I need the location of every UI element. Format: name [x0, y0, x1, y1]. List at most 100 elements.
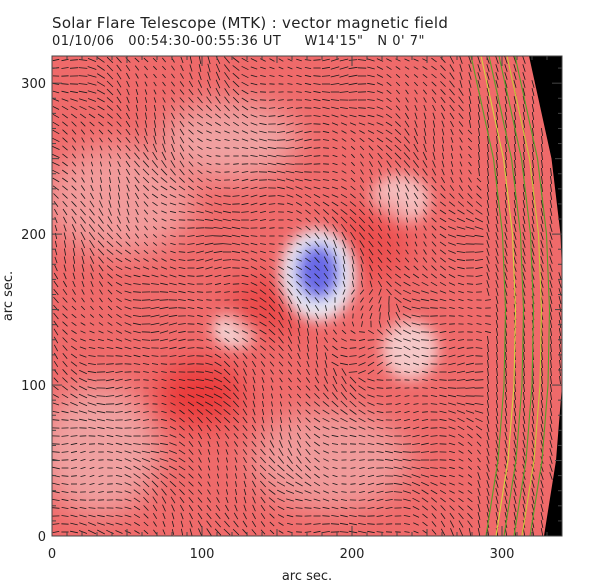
field-vector: [351, 264, 355, 272]
field-vector: [125, 120, 131, 128]
field-vector: [523, 151, 525, 161]
field-vector: [449, 80, 455, 88]
field-vector: [422, 168, 428, 176]
field-vector: [448, 450, 456, 454]
field-vector: [287, 74, 293, 78]
field-vector: [71, 475, 77, 477]
field-vector: [367, 329, 375, 335]
field-vector: [296, 258, 302, 262]
field-vector: [487, 391, 489, 401]
field-vector: [214, 266, 222, 270]
field-vector: [80, 224, 86, 232]
field-vector: [331, 122, 339, 126]
field-vector: [169, 266, 177, 270]
field-vector: [133, 473, 141, 479]
field-vector: [431, 521, 437, 527]
field-vector: [514, 143, 516, 153]
limb-contour-line: [514, 56, 551, 536]
field-vector: [467, 185, 473, 191]
field-vector: [124, 249, 132, 255]
field-vector: [189, 520, 193, 528]
field-vector: [465, 226, 475, 230]
limb-contour-line: [480, 56, 517, 536]
field-vector: [116, 56, 122, 64]
field-vector: [305, 433, 311, 439]
field-vector: [242, 392, 248, 400]
field-vector: [430, 339, 438, 341]
field-vector: [306, 344, 310, 352]
field-vector: [350, 137, 356, 143]
field-vector: [224, 291, 230, 293]
field-vector: [378, 192, 382, 200]
field-vector: [411, 306, 421, 310]
field-vector: [531, 216, 535, 224]
field-vector: [287, 456, 293, 464]
field-vector: [223, 64, 231, 72]
field-vector: [269, 66, 275, 70]
field-vector: [486, 472, 490, 480]
field-vector: [358, 370, 366, 374]
field-vector: [52, 146, 60, 150]
field-vector: [241, 81, 249, 87]
field-vector: [261, 408, 265, 416]
field-vector: [313, 59, 321, 61]
field-vector: [359, 193, 365, 199]
field-vector: [88, 224, 96, 232]
field-vector: [332, 138, 338, 142]
field-vector: [394, 320, 402, 328]
field-vector: [141, 315, 151, 317]
field-vector: [411, 322, 421, 326]
weak-field-region: [52, 385, 160, 515]
field-vector: [541, 335, 543, 345]
field-vector: [441, 152, 445, 160]
field-vector: [376, 338, 384, 342]
field-vector: [78, 67, 88, 69]
field-vector: [313, 498, 321, 502]
field-vector: [450, 169, 454, 175]
field-vector: [313, 90, 321, 94]
field-vector: [378, 168, 382, 176]
field-vector: [70, 369, 78, 375]
field-vector: [412, 273, 420, 279]
field-vector: [259, 138, 267, 142]
field-vector: [549, 416, 553, 424]
field-vector: [305, 209, 311, 215]
field-vector: [513, 192, 517, 200]
field-vector: [394, 443, 402, 445]
field-vector: [115, 402, 123, 406]
field-vector: [495, 296, 499, 304]
field-vector: [386, 105, 392, 111]
field-vector: [414, 112, 418, 120]
field-vector: [79, 346, 87, 350]
field-vector: [261, 424, 265, 432]
field-vector: [278, 99, 284, 101]
field-vector: [108, 200, 112, 208]
field-vector: [323, 224, 329, 232]
field-vector: [541, 359, 543, 369]
field-vector: [117, 208, 121, 216]
field-vector: [90, 280, 94, 288]
field-vector: [449, 193, 455, 199]
field-vector: [294, 155, 304, 157]
field-vector: [448, 442, 456, 446]
field-vector: [295, 115, 303, 117]
field-vector: [133, 346, 141, 350]
field-vector: [96, 410, 106, 414]
chart-subtitle: 01/10/06 00:54:30-00:55:36 UT W14'15" N …: [52, 34, 425, 49]
field-vector: [385, 427, 393, 429]
field-vector: [402, 474, 412, 478]
field-vector: [541, 135, 543, 145]
field-vector: [495, 400, 499, 408]
field-vector: [495, 72, 499, 80]
field-vector: [260, 353, 266, 359]
field-vector: [287, 210, 293, 214]
field-vector: [124, 506, 132, 510]
field-vector: [150, 443, 160, 445]
field-vector: [96, 81, 106, 87]
field-vector: [412, 514, 420, 518]
field-vector: [339, 82, 349, 86]
field-vector: [89, 256, 95, 264]
field-vector: [385, 435, 393, 437]
field-vector: [430, 273, 438, 279]
field-vector: [304, 91, 312, 93]
